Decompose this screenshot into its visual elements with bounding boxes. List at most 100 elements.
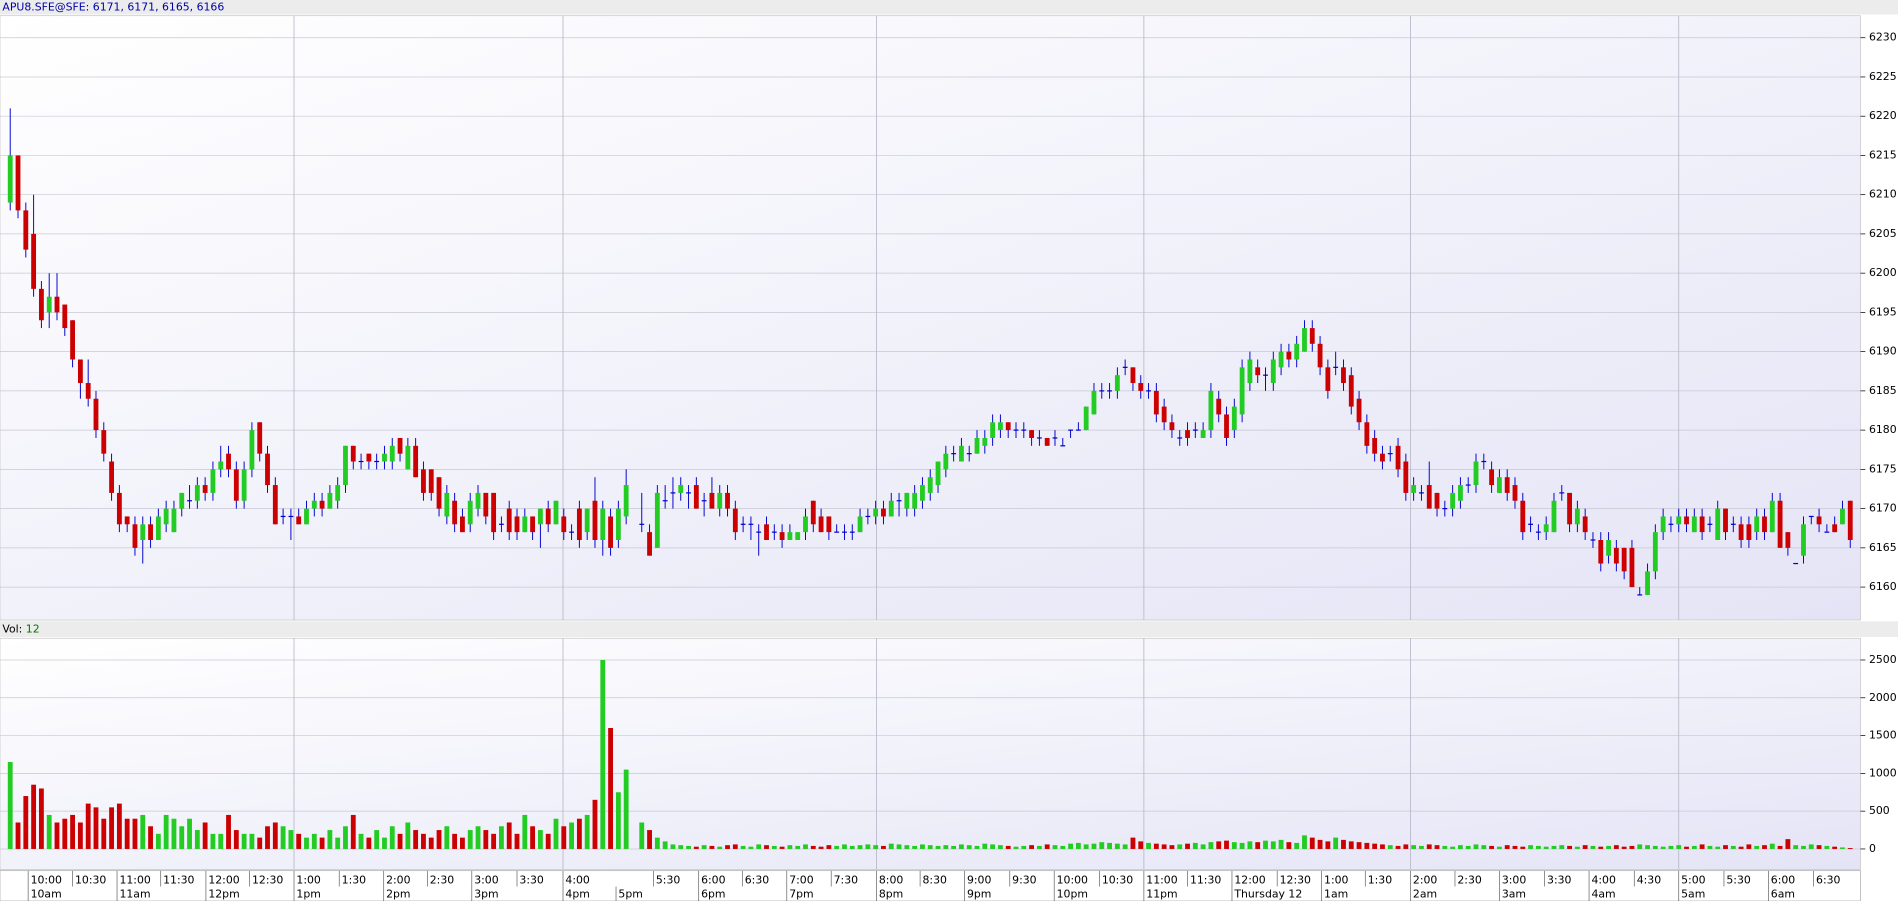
- candle-body: [382, 453, 387, 462]
- candle-body: [1270, 359, 1276, 384]
- candle-body: [202, 485, 208, 493]
- volume-bar: [491, 833, 497, 849]
- date-tick-label: 5pm: [618, 887, 642, 900]
- price-tick-label: 6180: [1869, 423, 1897, 436]
- candle-body: [803, 516, 808, 533]
- volume-bar: [1442, 845, 1448, 849]
- time-tick-label: 6:30: [1816, 873, 1840, 886]
- volume-bar: [1200, 844, 1206, 849]
- candle-body: [1247, 359, 1253, 384]
- candle-body: [475, 492, 481, 509]
- volume-bar: [842, 844, 847, 849]
- volume-bar: [249, 833, 255, 849]
- volume-bar: [1255, 842, 1261, 849]
- volume-bar: [1021, 845, 1027, 849]
- volume-bar: [1138, 841, 1144, 849]
- last-low: 6165: [162, 0, 190, 13]
- volume-bar: [1808, 844, 1814, 849]
- time-tick-label: 6:00: [1771, 873, 1795, 886]
- time-tick-label: 11:00: [1146, 873, 1177, 886]
- candle-body: [1660, 516, 1666, 533]
- volume-bar: [1645, 845, 1650, 849]
- volume-bar: [1512, 845, 1518, 849]
- volume-bar: [1434, 845, 1440, 849]
- volume-bar: [608, 728, 613, 849]
- volume-bar: [1263, 840, 1268, 849]
- candle-body: [561, 516, 567, 533]
- volume-bar: [1333, 837, 1339, 849]
- volume-bar: [296, 833, 302, 849]
- volume-bar: [1684, 846, 1689, 849]
- volume-bar: [428, 837, 434, 849]
- volume-bar: [1192, 842, 1198, 849]
- candle-body: [1208, 390, 1214, 431]
- candle-body: [62, 304, 68, 329]
- candle-body: [226, 453, 231, 470]
- candle-body: [194, 485, 200, 501]
- date-tick-label: 11am: [119, 887, 150, 900]
- volume-bar: [943, 845, 949, 849]
- candle-body: [265, 453, 270, 486]
- candle-body: [732, 508, 738, 533]
- volume-bar: [304, 837, 309, 849]
- volume-bar: [31, 784, 37, 849]
- candle-body: [1372, 437, 1378, 454]
- time-tick-label: 2:30: [1457, 873, 1481, 886]
- candle-body: [93, 398, 99, 431]
- candle-body: [350, 445, 356, 462]
- candle-body: [654, 492, 660, 548]
- candle-body: [1574, 508, 1580, 525]
- candle-body: [881, 508, 886, 517]
- volume-bar: [1793, 845, 1799, 849]
- volume-bar: [1036, 845, 1042, 849]
- price-tick-label: 6225: [1869, 70, 1897, 83]
- volume-bar: [873, 845, 879, 849]
- candle-body: [1239, 367, 1245, 415]
- candle-body: [1606, 539, 1611, 556]
- candle-body: [1286, 351, 1292, 360]
- candle-body: [1356, 398, 1362, 423]
- candle-body: [304, 508, 309, 525]
- time-tick-label: 8:00: [879, 873, 903, 886]
- candle-body: [1224, 414, 1229, 438]
- volume-bar: [834, 845, 840, 849]
- volume-tick-label: 1000: [1869, 766, 1897, 779]
- volume-bar: [1239, 842, 1245, 849]
- candle-body: [436, 477, 442, 509]
- volume-bar: [1309, 837, 1315, 849]
- volume-bar: [1621, 846, 1627, 849]
- candle-body: [296, 516, 302, 525]
- volume-bar: [288, 830, 294, 849]
- volume-bar: [1528, 845, 1534, 849]
- price-tick-label: 6220: [1869, 109, 1897, 122]
- volume-bar: [1356, 842, 1362, 849]
- candle-body: [1652, 532, 1658, 572]
- volume-bar: [405, 822, 411, 849]
- time-tick-label: 9:30: [1012, 873, 1036, 886]
- volume-panel: [0, 637, 1861, 870]
- volume-bar: [506, 822, 512, 849]
- time-tick-label: 12:30: [252, 873, 283, 886]
- volume-bar: [654, 837, 660, 849]
- candle-body: [1255, 367, 1261, 376]
- volume-bar: [670, 844, 676, 849]
- candle-body: [109, 461, 114, 493]
- candle-body: [1816, 516, 1822, 525]
- volume-bar: [1481, 845, 1487, 849]
- volume-bar: [966, 845, 972, 849]
- candle-body: [1161, 406, 1167, 423]
- volume-bar: [7, 762, 13, 849]
- candle-body: [218, 461, 224, 470]
- volume-bar: [810, 845, 816, 849]
- volume-bar: [795, 845, 801, 849]
- candle-body: [366, 453, 372, 462]
- candle-body: [23, 210, 29, 250]
- volume-bar: [1613, 845, 1619, 849]
- volume-bar: [1489, 845, 1495, 849]
- volume-bar: [1699, 844, 1705, 849]
- volume-bar: [452, 833, 458, 849]
- volume-bar: [93, 807, 99, 849]
- volume-bar: [584, 814, 590, 849]
- volume-bar: [1013, 846, 1019, 849]
